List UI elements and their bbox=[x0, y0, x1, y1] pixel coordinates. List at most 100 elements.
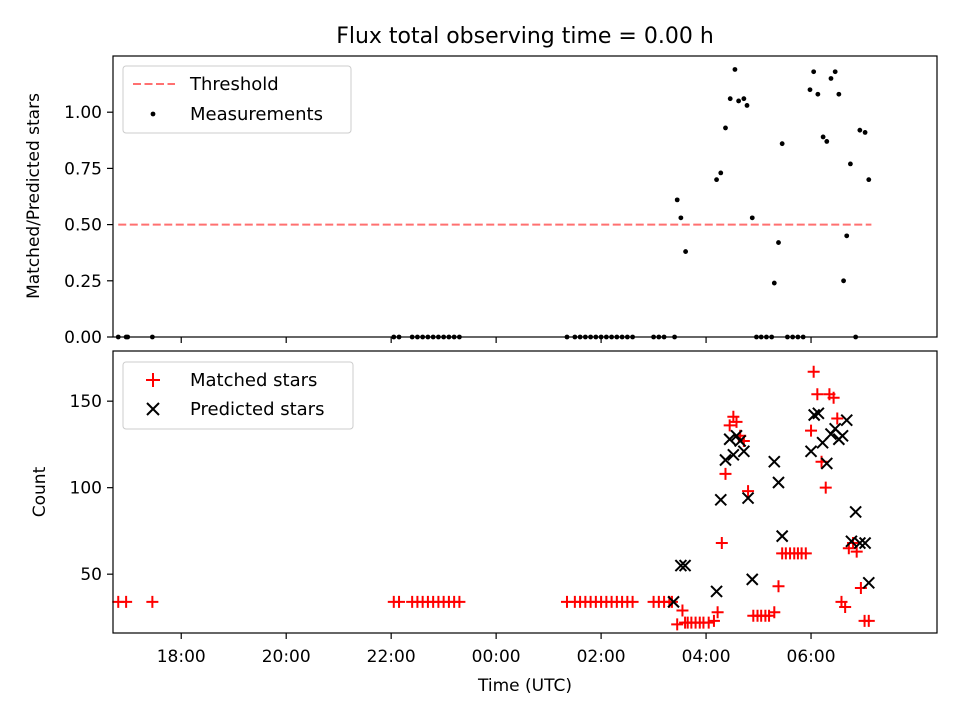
measurements-legend-label: Measurements bbox=[190, 104, 323, 125]
x-tick-label: 00:00 bbox=[472, 647, 521, 667]
predicted-stars-point bbox=[741, 491, 755, 505]
top-chart: Flux total observing time = 0.00 h Match… bbox=[24, 24, 938, 348]
predicted-stars-point bbox=[862, 576, 875, 590]
matched-stars-point bbox=[807, 365, 820, 378]
measurements-point bbox=[771, 280, 777, 286]
bottom-axes-frame bbox=[112, 350, 938, 634]
matched-stars-point bbox=[768, 606, 781, 619]
y-tick-label: 0.50 bbox=[64, 216, 102, 236]
matched-stars-point bbox=[730, 415, 743, 428]
bottom-x-axis: 18:00 20:00 22:00 00:00 02:00 04:00 06:00 bbox=[157, 633, 836, 667]
x-tick-label: 22:00 bbox=[367, 647, 416, 667]
measurements-point bbox=[824, 139, 830, 144]
matched-stars-point bbox=[707, 614, 720, 627]
measurements-point bbox=[714, 177, 719, 183]
matched-stars-point bbox=[772, 580, 785, 593]
measurements-point bbox=[807, 87, 813, 93]
matched-stars-point bbox=[831, 412, 844, 425]
matched-legend-label: Matched stars bbox=[190, 370, 317, 391]
matched-stars-point bbox=[665, 595, 678, 608]
bottom-chart: Count Time (UTC) 50 100 150 18:00 20:00 22:0… bbox=[30, 350, 938, 696]
predicted-stars-point bbox=[678, 559, 692, 572]
predicted-stars-point bbox=[674, 559, 688, 572]
matched-stars-point bbox=[702, 616, 715, 629]
measurements-point bbox=[844, 233, 850, 239]
matched-stars-point bbox=[676, 604, 689, 617]
x-tick-label: 20:00 bbox=[262, 647, 311, 667]
x-tick-label: 02:00 bbox=[577, 647, 626, 667]
predicted-stars-point bbox=[714, 493, 727, 506]
bottom-plot-area bbox=[112, 365, 875, 631]
predicted-stars-point bbox=[849, 505, 862, 519]
top-y-axis: 0.00 0.25 0.50 0.75 1.00 bbox=[64, 103, 113, 348]
matched-stars-point bbox=[827, 391, 840, 404]
predicted-stars-point bbox=[853, 536, 867, 550]
bottom-chart-xlabel: Time (UTC) bbox=[477, 676, 572, 696]
predicted-legend-marker bbox=[146, 402, 160, 416]
matched-stars-point bbox=[862, 614, 875, 627]
measurements-point bbox=[678, 215, 684, 221]
matched-stars-point bbox=[805, 424, 818, 437]
matched-stars-point bbox=[839, 601, 852, 614]
top-legend: Threshold Measurements bbox=[122, 65, 352, 134]
measurements-point bbox=[749, 215, 755, 221]
y-tick-label: 50 bbox=[80, 565, 102, 585]
threshold-legend-label: Threshold bbox=[189, 74, 279, 95]
bottom-y-axis: 50 100 150 bbox=[70, 392, 113, 585]
measurements-point bbox=[727, 96, 733, 102]
top-plot-area bbox=[115, 67, 872, 340]
matched-legend-marker bbox=[146, 373, 160, 387]
top-x-axis bbox=[180, 337, 812, 343]
predicted-stars-point bbox=[710, 585, 723, 598]
matched-stars-point bbox=[671, 618, 684, 631]
predicted-legend-label: Predicted stars bbox=[190, 399, 324, 420]
bottom-legend-box bbox=[122, 361, 354, 430]
predicted-stars-point bbox=[667, 595, 680, 609]
matched-stars-point bbox=[146, 595, 159, 608]
matched-stars-point bbox=[120, 595, 133, 608]
predicted-stars-point bbox=[840, 413, 853, 427]
x-tick-label: 18:00 bbox=[157, 647, 206, 667]
measurements-point bbox=[674, 197, 680, 203]
matched-stars-point bbox=[811, 388, 824, 401]
measurements-point bbox=[832, 69, 838, 75]
measurements-point bbox=[836, 91, 842, 97]
predicted-stars-point bbox=[858, 536, 872, 550]
matched-stars-point bbox=[715, 537, 728, 550]
y-tick-label: 1.00 bbox=[64, 103, 102, 123]
predicted-stars-point bbox=[836, 429, 849, 442]
measurements-point bbox=[811, 69, 817, 75]
y-tick-label: 150 bbox=[70, 392, 102, 412]
matched-stars-point bbox=[393, 595, 406, 608]
matched-stars-point bbox=[626, 595, 639, 608]
measurements-point bbox=[723, 125, 728, 131]
measurements-legend-marker bbox=[150, 111, 156, 117]
predicted-stars-point bbox=[719, 453, 732, 467]
measurements-point bbox=[744, 103, 750, 108]
predicted-stars-point bbox=[746, 573, 759, 586]
predicted-stars-point bbox=[820, 457, 833, 470]
measurements-point bbox=[841, 278, 846, 284]
measurements-point bbox=[848, 161, 853, 167]
matched-stars-point bbox=[850, 545, 863, 558]
matched-stars-point bbox=[799, 547, 812, 560]
measurements-point bbox=[857, 127, 863, 133]
y-tick-label: 0.75 bbox=[64, 159, 102, 179]
top-chart-ylabel: Matched/Predicted stars bbox=[24, 93, 44, 299]
matched-stars-point bbox=[819, 481, 832, 494]
measurements-point bbox=[732, 67, 738, 72]
predicted-stars-point bbox=[768, 455, 781, 468]
top-axes-frame bbox=[112, 55, 938, 338]
measurements-point bbox=[718, 170, 724, 176]
top-chart-title: Flux total observing time = 0.00 h bbox=[336, 24, 714, 49]
x-tick-label: 04:00 bbox=[682, 647, 731, 667]
predicted-stars-point bbox=[804, 445, 818, 458]
measurements-point bbox=[741, 96, 747, 102]
top-legend-box bbox=[122, 65, 352, 134]
predicted-stars-point bbox=[730, 429, 743, 442]
matched-stars-point bbox=[742, 485, 755, 498]
measurements-point bbox=[736, 98, 742, 104]
measurements-point bbox=[683, 249, 689, 254]
predicted-stars-point bbox=[775, 529, 789, 543]
